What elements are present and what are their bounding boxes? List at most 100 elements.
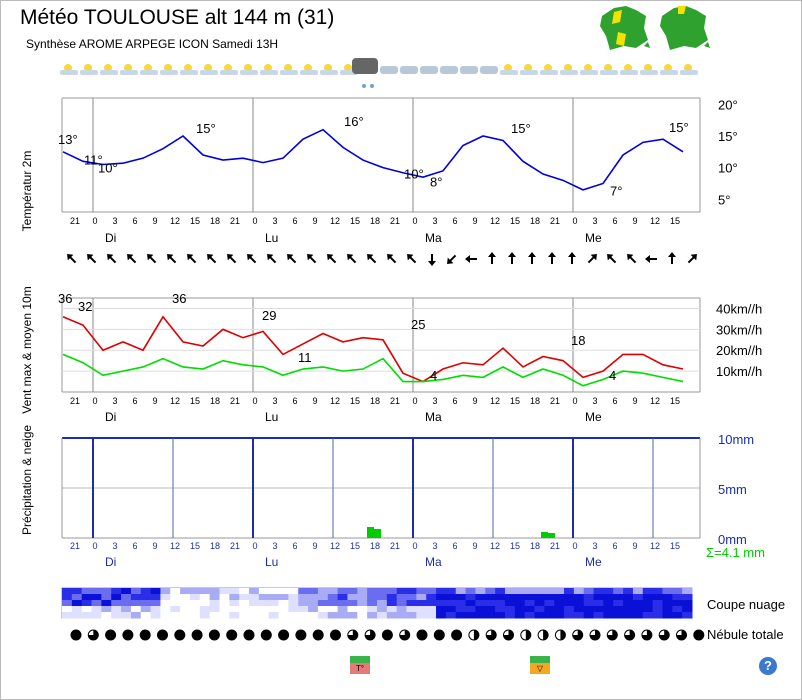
cloud-cell	[298, 600, 309, 607]
cloud-cell	[445, 612, 457, 619]
temperature-annotation: 15°	[669, 120, 689, 135]
nebule-full-icon	[70, 629, 82, 641]
cloud-cell	[544, 600, 555, 607]
cloud-cell	[347, 588, 358, 595]
cloud-cell	[130, 588, 142, 595]
cloud-cell	[219, 594, 230, 601]
hour-tick-label: 15	[670, 216, 680, 226]
cloud-cell	[258, 600, 270, 607]
hour-tick-label: 9	[312, 396, 317, 406]
cloud-cell	[189, 612, 201, 619]
wind-arrow-n-icon	[568, 252, 576, 264]
cloud-cell	[495, 588, 506, 595]
cloud-cell	[377, 606, 388, 613]
cloud-cell	[347, 600, 358, 607]
cloud-cell	[573, 606, 585, 613]
cloud-cell	[495, 600, 506, 607]
cloud-cell	[209, 606, 220, 613]
hour-tick-label: 15	[350, 541, 360, 551]
cloud-cell	[396, 594, 408, 601]
hour-tick-label: 6	[452, 396, 457, 406]
cloud-cell	[71, 588, 83, 595]
cloud-cell	[189, 606, 201, 613]
hour-tick-label: 12	[650, 541, 660, 551]
cloud-icon	[160, 70, 178, 75]
hour-tick-label: 21	[550, 396, 560, 406]
cloud-cell	[682, 594, 693, 601]
cloud-cell	[101, 606, 112, 613]
cloud-cell	[170, 612, 181, 619]
svg-text:▽: ▽	[537, 664, 544, 673]
cloud-cell	[406, 612, 417, 619]
wind-arrow-w-icon	[465, 255, 477, 263]
cloud-cell	[317, 606, 329, 613]
cloud-cell	[101, 600, 112, 607]
cloud-cell	[465, 612, 476, 619]
hour-tick-label: 9	[472, 216, 477, 226]
cloud-cell	[593, 588, 604, 595]
cloud-cell	[249, 588, 260, 595]
weather-type-icon[interactable]: ▽	[530, 656, 550, 674]
wind-annotation: 18	[571, 333, 585, 348]
cloud-icon	[140, 70, 158, 75]
precip-total: Σ=4.1 mm	[706, 545, 765, 560]
temperature-ytick: 20°	[718, 97, 738, 112]
wind-arrow-nw-icon	[387, 254, 397, 264]
cloud-cell	[288, 594, 299, 601]
day-label: Me	[585, 555, 602, 569]
cloud-cell	[583, 588, 595, 595]
cloud-cell	[327, 612, 339, 619]
hour-tick-label: 3	[592, 396, 597, 406]
cloud-cell	[308, 612, 319, 619]
cloud-cell	[623, 600, 634, 607]
day-label: Me	[585, 410, 602, 424]
cloud-cell	[652, 588, 663, 595]
hour-tick-label: 15	[670, 396, 680, 406]
cloud-cell	[396, 600, 408, 607]
precip-ytick: 10mm	[718, 432, 754, 447]
cloud-cell	[613, 600, 624, 607]
cloud-cell	[298, 612, 309, 619]
nebule-full-icon	[157, 629, 168, 641]
help-icon[interactable]: ?	[759, 657, 777, 675]
day-label: Lu	[265, 555, 278, 569]
cloud-cell	[170, 606, 181, 613]
hour-tick-label: 9	[152, 541, 157, 551]
cloud-cell	[465, 594, 476, 601]
cloud-cell	[642, 594, 654, 601]
wind-arrow-s-icon	[428, 254, 436, 266]
nebule-full-icon	[278, 629, 290, 641]
hour-tick-label: 18	[210, 216, 220, 226]
hour-tick-label: 3	[112, 216, 117, 226]
cloud-cell	[62, 600, 73, 607]
svg-text:T°: T°	[356, 664, 364, 673]
weather-type-icon[interactable]: T°	[350, 656, 370, 674]
cloud-cell	[140, 612, 152, 619]
cloud-cell	[327, 594, 339, 601]
cloud-cell	[288, 606, 299, 613]
wind-arrow-nw-icon	[407, 254, 417, 264]
wind-ytick: 30km//h	[716, 322, 762, 337]
temperature-ytick: 10°	[718, 161, 738, 176]
hour-tick-label: 0	[572, 396, 577, 406]
cloud-icon	[320, 70, 338, 75]
wind-ytick: 20km//h	[716, 343, 762, 358]
cloud-cell	[199, 594, 211, 601]
nebule-full-icon	[226, 629, 238, 641]
nebule-full-icon	[330, 629, 341, 641]
cloud-cell	[623, 594, 634, 601]
nebule-full-icon	[122, 629, 134, 641]
cloud-icon	[400, 66, 418, 74]
nebule-full-icon	[105, 629, 117, 641]
cloud-icon	[60, 70, 78, 75]
wind-arrow-nw-icon	[287, 254, 297, 264]
france-map-icon[interactable]	[656, 2, 712, 52]
france-map-icon[interactable]	[596, 2, 652, 52]
cloud-cell	[455, 600, 467, 607]
cloud-cell	[160, 588, 171, 595]
cloud-cell	[258, 594, 270, 601]
precip-bar	[367, 527, 374, 538]
cloud-cell	[278, 612, 289, 619]
cloud-cell	[426, 588, 437, 595]
